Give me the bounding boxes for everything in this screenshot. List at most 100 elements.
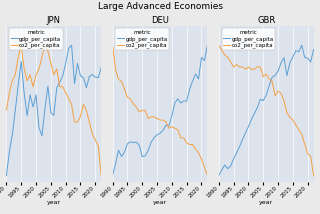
gdp_per_capita [294, 49, 298, 52]
co2_per_capita [46, 50, 50, 52]
co2_per_capita [182, 137, 186, 139]
co2_per_capita [13, 74, 17, 76]
co2_per_capita [137, 111, 141, 113]
co2_per_capita [52, 74, 56, 76]
gdp_per_capita [155, 134, 159, 136]
gdp_per_capita [303, 56, 307, 59]
co2_per_capita [11, 79, 14, 82]
gdp_per_capita [291, 56, 295, 58]
Legend: gdp_per_capita, co2_per_capita: gdp_per_capita, co2_per_capita [221, 28, 276, 50]
co2_per_capita [34, 74, 38, 76]
gdp_per_capita [309, 61, 313, 63]
gdp_per_capita [285, 74, 289, 77]
co2_per_capita [152, 116, 156, 118]
gdp_per_capita [7, 150, 11, 153]
gdp_per_capita [200, 56, 204, 59]
gdp_per_capita [244, 132, 247, 134]
co2_per_capita [250, 68, 253, 71]
gdp_per_capita [11, 133, 14, 136]
gdp_per_capita [96, 76, 100, 79]
co2_per_capita [55, 68, 59, 70]
gdp_per_capita [134, 141, 138, 143]
co2_per_capita [19, 44, 23, 46]
co2_per_capita [229, 61, 233, 63]
gdp_per_capita [167, 125, 171, 127]
co2_per_capita [294, 123, 298, 126]
gdp_per_capita [229, 165, 233, 167]
co2_per_capita [76, 121, 79, 123]
gdp_per_capita [93, 76, 97, 78]
gdp_per_capita [78, 75, 82, 77]
gdp_per_capita [13, 109, 17, 112]
co2_per_capita [303, 143, 307, 145]
Line: gdp_per_capita: gdp_per_capita [6, 45, 101, 175]
co2_per_capita [40, 56, 44, 58]
X-axis label: year: year [259, 200, 273, 205]
co2_per_capita [173, 127, 177, 129]
gdp_per_capita [76, 62, 79, 65]
co2_per_capita [140, 109, 144, 111]
gdp_per_capita [116, 149, 120, 152]
co2_per_capita [255, 66, 259, 68]
co2_per_capita [241, 66, 244, 68]
gdp_per_capita [241, 138, 244, 141]
gdp_per_capita [43, 107, 47, 110]
gdp_per_capita [196, 78, 200, 80]
gdp_per_capita [114, 162, 117, 165]
co2_per_capita [270, 80, 274, 83]
gdp_per_capita [273, 74, 277, 77]
Title: DEU: DEU [151, 16, 169, 25]
co2_per_capita [261, 75, 265, 78]
gdp_per_capita [238, 145, 242, 148]
gdp_per_capita [25, 114, 29, 117]
co2_per_capita [267, 78, 271, 80]
gdp_per_capita [252, 112, 256, 115]
co2_per_capita [155, 117, 159, 120]
gdp_per_capita [258, 98, 262, 101]
gdp_per_capita [282, 56, 286, 59]
Title: GBR: GBR [257, 16, 275, 25]
gdp_per_capita [55, 86, 59, 89]
gdp_per_capita [120, 155, 124, 158]
co2_per_capita [123, 88, 126, 91]
co2_per_capita [264, 73, 268, 75]
co2_per_capita [200, 158, 204, 160]
gdp_per_capita [22, 92, 26, 95]
co2_per_capita [7, 91, 11, 94]
gdp_per_capita [152, 136, 156, 139]
co2_per_capita [288, 116, 292, 119]
co2_per_capita [185, 142, 188, 144]
gdp_per_capita [161, 129, 165, 132]
gdp_per_capita [226, 167, 229, 170]
co2_per_capita [232, 66, 236, 68]
gdp_per_capita [264, 94, 268, 96]
co2_per_capita [22, 68, 26, 70]
gdp_per_capita [128, 141, 132, 143]
co2_per_capita [164, 120, 168, 123]
co2_per_capita [91, 133, 94, 135]
gdp_per_capita [140, 155, 144, 158]
gdp_per_capita [31, 106, 35, 108]
gdp_per_capita [170, 115, 174, 117]
gdp_per_capita [306, 57, 309, 59]
co2_per_capita [58, 85, 62, 88]
gdp_per_capita [297, 51, 301, 53]
gdp_per_capita [137, 144, 141, 147]
gdp_per_capita [288, 61, 292, 64]
Line: co2_per_capita: co2_per_capita [219, 45, 314, 175]
co2_per_capita [235, 63, 238, 66]
gdp_per_capita [312, 48, 316, 51]
X-axis label: year: year [153, 200, 167, 205]
co2_per_capita [28, 74, 32, 76]
gdp_per_capita [246, 125, 250, 128]
gdp_per_capita [185, 100, 188, 102]
co2_per_capita [306, 152, 309, 155]
gdp_per_capita [220, 169, 224, 171]
co2_per_capita [203, 166, 206, 169]
co2_per_capita [220, 49, 224, 51]
gdp_per_capita [217, 174, 221, 177]
co2_per_capita [111, 44, 115, 46]
gdp_per_capita [223, 164, 227, 166]
gdp_per_capita [132, 141, 135, 144]
co2_per_capita [297, 128, 301, 131]
